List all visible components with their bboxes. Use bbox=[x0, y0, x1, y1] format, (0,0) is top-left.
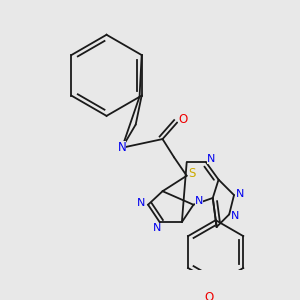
Text: N: N bbox=[207, 154, 215, 164]
Text: N: N bbox=[137, 198, 146, 208]
Text: O: O bbox=[178, 113, 188, 126]
Text: N: N bbox=[118, 141, 126, 154]
Text: N: N bbox=[153, 223, 161, 233]
Text: N: N bbox=[236, 189, 244, 199]
Text: N: N bbox=[195, 196, 203, 206]
Text: O: O bbox=[204, 291, 214, 300]
Text: N: N bbox=[231, 211, 239, 221]
Text: S: S bbox=[188, 167, 195, 180]
